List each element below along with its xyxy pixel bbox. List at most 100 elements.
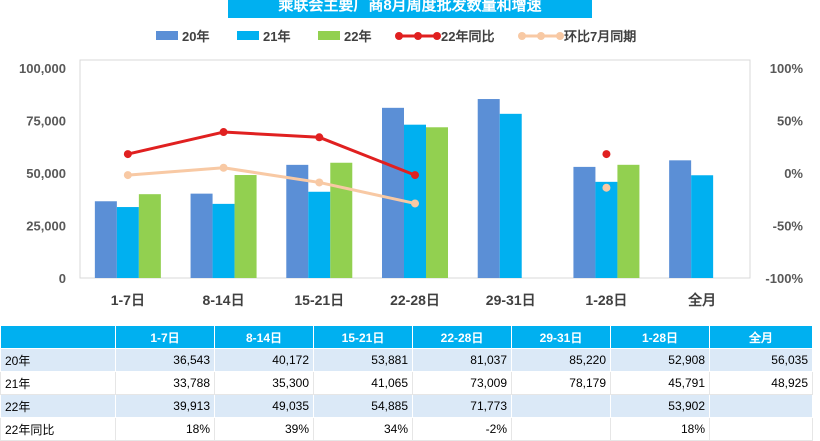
table-cell: 33,788	[115, 371, 215, 395]
table-header-cell: 1-7日	[115, 325, 215, 349]
line-segment-22年同比	[223, 130, 320, 139]
table-row-label: 22年同比	[0, 417, 116, 441]
right-axis-tick-label: -100%	[765, 271, 803, 286]
x-axis-tick-label: 29-31日	[486, 292, 536, 308]
line-segment-环比7月同期	[318, 180, 416, 205]
bar-20年	[669, 160, 692, 278]
table-cell: 34%	[313, 417, 413, 441]
point-22年同比	[602, 150, 611, 159]
left-axis-tick-label: 0	[59, 271, 66, 286]
table-header-cell: 29-31日	[511, 325, 611, 349]
table-cell: 41,065	[313, 371, 413, 395]
left-axis-tick-label: 50,000	[26, 166, 66, 181]
table-cell: 40,172	[214, 348, 314, 372]
table-cell: 18%	[115, 417, 215, 441]
legend-marker-22年同比	[414, 32, 422, 40]
legend-label-20年: 20年	[182, 29, 209, 44]
bar-22年	[426, 127, 448, 278]
table-row: 22年同比 18% 39% 34% -2% 18%	[0, 417, 813, 441]
point-环比7月同期	[219, 163, 228, 172]
left-axis-tick-label: 100,000	[19, 61, 66, 76]
table-cell: 78,179	[511, 371, 611, 395]
bar-20年	[477, 99, 500, 279]
bar-21年	[499, 113, 522, 278]
table-header-cell	[0, 325, 116, 349]
point-环比7月同期	[315, 178, 324, 187]
point-环比7月同期	[602, 183, 611, 192]
table-cell: 54,885	[313, 394, 413, 418]
table-cell	[709, 417, 813, 441]
bar-21年	[595, 181, 618, 278]
legend-swatch-20年	[156, 31, 178, 40]
bar-21年	[212, 203, 235, 278]
point-22年同比	[411, 171, 419, 180]
x-axis-tick-label: 15-21日	[294, 292, 344, 308]
chart-title: 乘联会主要厂商8月周度批发数量和增速	[228, 0, 592, 18]
bar-22年	[138, 194, 161, 278]
line-segment-环比7月同期	[127, 166, 224, 177]
right-axis-tick-label: 0%	[784, 166, 803, 181]
table-cell: 52,908	[610, 348, 710, 372]
bar-21年	[691, 175, 714, 278]
table-header-row: 1-7日 8-14日 15-21日 22-28日 29-31日 1-28日 全月	[0, 325, 813, 349]
bar-20年	[573, 166, 596, 278]
legend-marker-环比7月同期	[556, 32, 564, 40]
bar-22年	[330, 162, 353, 278]
legend-label-22年同比: 22年同比	[441, 29, 494, 44]
right-axis-tick-label: 50%	[777, 114, 803, 129]
table-cell: 56,035	[709, 348, 813, 372]
table-cell: 85,220	[511, 348, 611, 372]
table-row: 21年 33,788 35,300 41,065 73,009 78,179 45,791 4…	[0, 371, 813, 395]
table-cell: 36,543	[115, 348, 215, 372]
table-row: 22年 39,913 49,035 54,885 71,773 53,902	[0, 394, 813, 418]
point-环比7月同期	[123, 171, 132, 180]
table-row-label: 20年	[0, 348, 116, 372]
table-header-cell: 全月	[709, 325, 813, 349]
x-axis-tick-label: 8-14日	[203, 292, 245, 308]
table-cell: -2%	[412, 417, 512, 441]
x-axis-tick-label: 全月	[687, 292, 716, 308]
table-cell: 35,300	[214, 371, 314, 395]
table-cell: 39,913	[115, 394, 215, 418]
table-header-cell: 22-28日	[412, 325, 512, 349]
legend-label-21年: 21年	[263, 29, 290, 44]
bar-21年	[308, 191, 331, 278]
table-row: 20年 36,543 40,172 53,881 81,037 85,220 52,908 5…	[0, 348, 813, 372]
table-cell: 53,881	[313, 348, 413, 372]
line-segment-环比7月同期	[223, 166, 320, 184]
legend-swatch-22年	[318, 31, 340, 40]
table-cell: 48,925	[709, 371, 813, 395]
table-cell	[511, 394, 611, 418]
data-table: 1-7日 8-14日 15-21日 22-28日 29-31日 1-28日 全月 20年 36,…	[0, 325, 813, 441]
right-axis-tick-label: -50%	[773, 219, 804, 234]
line-segment-22年同比	[318, 135, 416, 177]
point-22年同比	[315, 133, 324, 142]
table-cell: 71,773	[412, 394, 512, 418]
x-axis-tick-label: 1-28日	[585, 292, 627, 308]
legend-swatch-21年	[237, 31, 259, 40]
table-cell: 73,009	[412, 371, 512, 395]
left-axis-tick-label: 75,000	[26, 114, 66, 129]
left-axis-tick-label: 25,000	[26, 219, 66, 234]
table-cell: 39%	[214, 417, 314, 441]
table-row-label: 22年	[0, 394, 116, 418]
table-cell	[709, 394, 813, 418]
bar-20年	[382, 107, 404, 278]
table-header-cell: 15-21日	[313, 325, 413, 349]
legend-label-22年: 22年	[344, 29, 371, 44]
legend-marker-22年同比	[395, 32, 403, 40]
table-cell: 49,035	[214, 394, 314, 418]
bar-20年	[286, 164, 309, 278]
table-header-cell: 1-28日	[610, 325, 710, 349]
table-header-cell: 8-14日	[214, 325, 314, 349]
legend-marker-环比7月同期	[518, 32, 526, 40]
bar-20年	[190, 193, 213, 278]
x-axis-tick-label: 22-28日	[390, 292, 440, 308]
bar-20年	[94, 201, 117, 278]
table-cell: 81,037	[412, 348, 512, 372]
bar-22年	[234, 175, 257, 278]
table-cell: 18%	[610, 417, 710, 441]
table-cell: 45,791	[610, 371, 710, 395]
point-环比7月同期	[411, 199, 419, 208]
table-cell: 53,902	[610, 394, 710, 418]
